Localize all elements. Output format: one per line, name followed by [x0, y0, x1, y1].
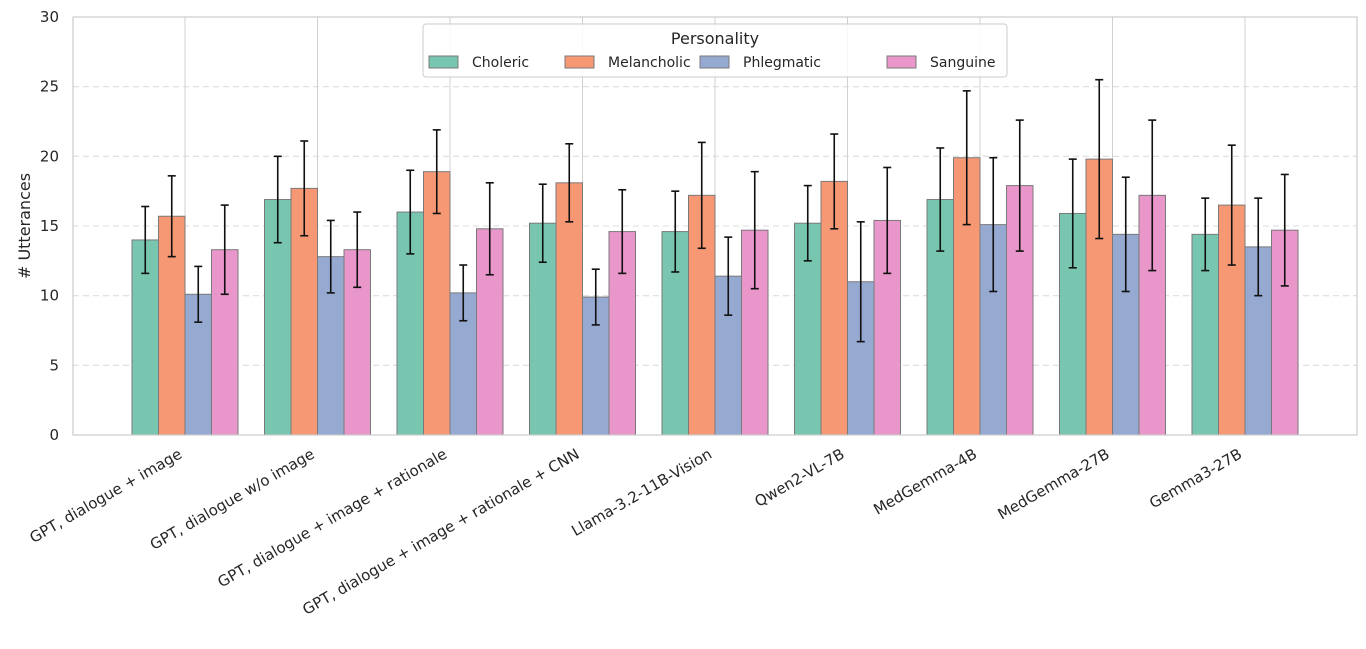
y-tick-label: 15	[40, 217, 59, 235]
plot-frame	[72, 16, 1358, 436]
y-axis-label: # Utterances	[15, 173, 34, 279]
y-tick-label: 25	[40, 78, 59, 96]
legend-swatch-melancholic	[564, 55, 595, 69]
x-tick-label: MedGemma-4B	[870, 445, 980, 519]
legend-title: Personality	[671, 29, 759, 48]
legend-swatch-phlegmatic	[699, 55, 730, 69]
x-tick-label: MedGemma-27B	[995, 445, 1113, 523]
y-tick-label: 10	[40, 287, 59, 305]
x-tick-label: Llama-3.2-11B-Vision	[568, 445, 715, 540]
x-tick-label: Qwen2-VL-7B	[751, 445, 847, 511]
error-bars	[141, 78, 1289, 343]
x-tick-label: Gemma3-27B	[1146, 445, 1245, 512]
y-axis-ticks: 0 5 10 15 20 25 30	[40, 8, 59, 444]
bar-sanguine	[1006, 185, 1034, 436]
legend-label-melancholic: Melancholic	[608, 55, 691, 71]
legend-label-phlegmatic: Phlegmatic	[743, 55, 821, 71]
y-tick-label: 30	[40, 8, 59, 26]
legend-label-choleric: Choleric	[472, 55, 529, 71]
legend: Personality Choleric Melancholic Phlegmati…	[422, 23, 1008, 78]
x-tick-label: GPT, dialogue + image + rationale + CNN	[299, 445, 582, 619]
y-tick-label: 20	[40, 147, 59, 165]
legend-swatch-choleric	[428, 55, 459, 69]
y-tick-label: 0	[49, 426, 59, 444]
x-tick-label: GPT, dialogue + image + rationale	[215, 445, 450, 591]
y-tick-label: 5	[49, 356, 59, 374]
legend-label-sanguine: Sanguine	[930, 55, 995, 71]
legend-swatch-sanguine	[886, 55, 917, 69]
